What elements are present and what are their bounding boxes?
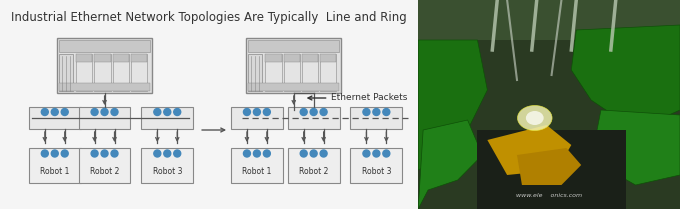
Ellipse shape	[526, 111, 544, 125]
Circle shape	[51, 150, 58, 157]
Circle shape	[320, 150, 327, 157]
Circle shape	[164, 108, 171, 116]
Circle shape	[383, 108, 390, 116]
Circle shape	[243, 108, 250, 116]
Circle shape	[254, 108, 260, 116]
Bar	[231, 107, 283, 129]
Text: Robot 2: Robot 2	[299, 167, 328, 176]
Bar	[59, 83, 150, 90]
Circle shape	[263, 108, 271, 116]
Bar	[95, 54, 111, 61]
Bar	[29, 107, 81, 129]
Circle shape	[154, 108, 160, 116]
Bar	[288, 148, 339, 182]
Circle shape	[154, 150, 160, 157]
Bar	[29, 148, 81, 182]
Circle shape	[174, 108, 181, 116]
Circle shape	[263, 150, 271, 157]
Text: Industrial Ethernet Network Topologies Are Typically  Line and Ring: Industrial Ethernet Network Topologies A…	[12, 11, 407, 24]
Bar	[246, 37, 341, 93]
Text: www.ele    onics.com: www.ele onics.com	[515, 193, 581, 198]
Circle shape	[310, 150, 317, 157]
Circle shape	[310, 108, 317, 116]
Bar	[302, 54, 318, 61]
Polygon shape	[488, 125, 571, 175]
Bar	[350, 148, 403, 182]
Bar	[350, 107, 403, 129]
Circle shape	[174, 150, 181, 157]
Circle shape	[111, 108, 118, 116]
Bar	[284, 54, 300, 90]
Circle shape	[373, 150, 380, 157]
Circle shape	[254, 150, 260, 157]
Text: Robot 3: Robot 3	[362, 167, 391, 176]
Bar	[248, 83, 339, 90]
Bar	[284, 54, 300, 61]
Bar	[131, 54, 147, 90]
Ellipse shape	[517, 106, 552, 130]
Bar	[112, 54, 129, 90]
Circle shape	[91, 150, 98, 157]
Circle shape	[300, 150, 307, 157]
Bar	[248, 40, 339, 51]
Circle shape	[61, 108, 68, 116]
Bar	[302, 54, 318, 90]
Bar	[418, 0, 680, 40]
Text: Ethernet Packets: Ethernet Packets	[330, 93, 407, 102]
Circle shape	[101, 150, 108, 157]
Bar	[265, 54, 282, 61]
Bar	[320, 54, 336, 90]
Polygon shape	[591, 110, 680, 185]
Bar	[248, 54, 262, 90]
Bar	[79, 107, 131, 129]
Text: Robot 1: Robot 1	[40, 167, 69, 176]
Bar	[265, 54, 282, 90]
Circle shape	[164, 150, 171, 157]
Circle shape	[41, 150, 48, 157]
Polygon shape	[517, 148, 581, 185]
Circle shape	[101, 108, 108, 116]
Bar	[320, 54, 336, 61]
Circle shape	[373, 108, 380, 116]
Bar	[79, 148, 131, 182]
Bar	[141, 148, 193, 182]
Circle shape	[111, 150, 118, 157]
Bar	[112, 54, 129, 61]
Text: Robot 3: Robot 3	[152, 167, 182, 176]
Bar	[141, 107, 193, 129]
Circle shape	[383, 150, 390, 157]
Bar	[59, 54, 73, 90]
Circle shape	[243, 150, 250, 157]
Bar	[477, 130, 626, 209]
Bar	[131, 54, 147, 61]
Bar	[288, 107, 339, 129]
Circle shape	[91, 108, 98, 116]
Circle shape	[363, 150, 370, 157]
Circle shape	[61, 150, 68, 157]
Circle shape	[363, 108, 370, 116]
Bar	[95, 54, 111, 90]
Bar	[76, 54, 92, 61]
Circle shape	[320, 108, 327, 116]
Bar	[59, 40, 150, 51]
Bar	[76, 54, 92, 90]
Polygon shape	[418, 120, 482, 209]
Text: Robot 2: Robot 2	[90, 167, 119, 176]
Circle shape	[41, 108, 48, 116]
Circle shape	[51, 108, 58, 116]
Polygon shape	[571, 25, 680, 130]
Polygon shape	[418, 40, 488, 170]
Text: Robot 1: Robot 1	[242, 167, 271, 176]
Bar	[57, 37, 152, 93]
Bar	[231, 148, 283, 182]
Circle shape	[300, 108, 307, 116]
